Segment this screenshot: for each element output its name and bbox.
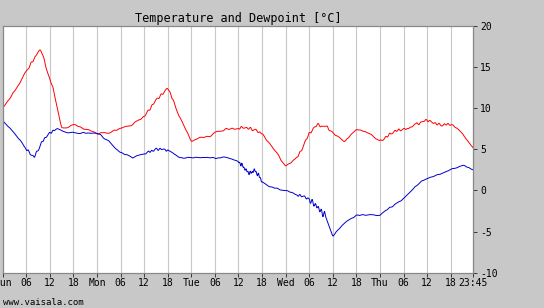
Title: Temperature and Dewpoint [°C]: Temperature and Dewpoint [°C] <box>135 12 341 25</box>
Text: www.vaisala.com: www.vaisala.com <box>3 298 83 307</box>
